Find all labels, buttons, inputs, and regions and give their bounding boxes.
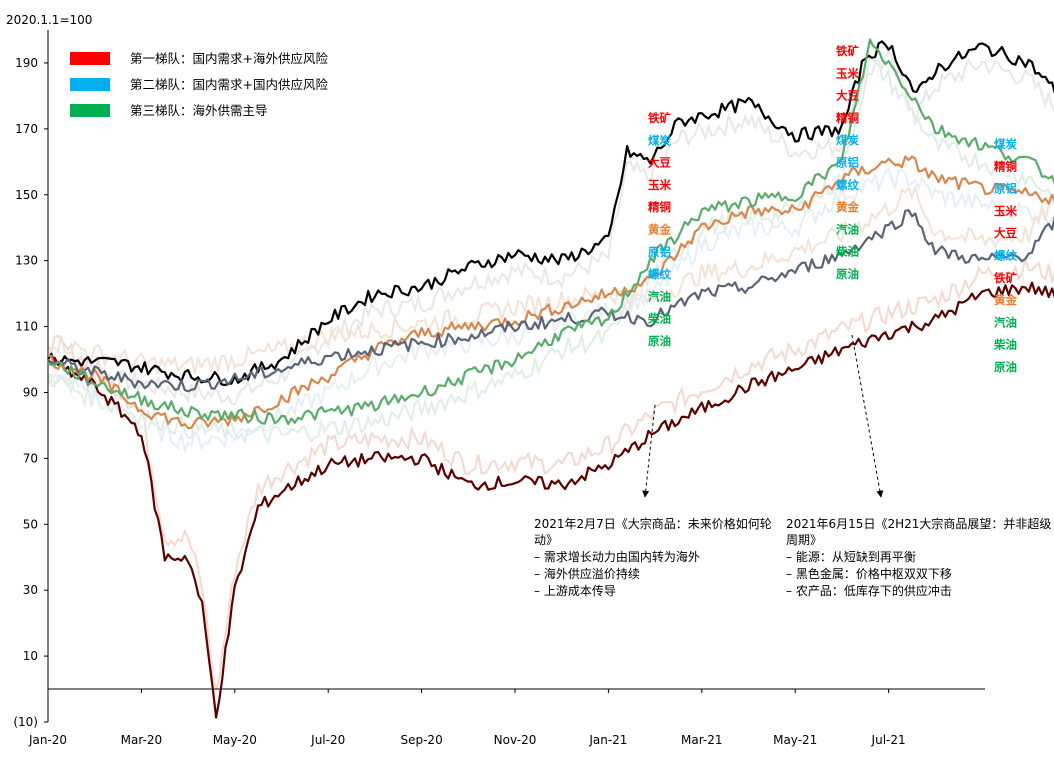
axes: (10) 10 30 50 70 90 110 130 150 170 190 Jan-20 Mar-2… (13, 30, 985, 747)
y-tick-label: 150 (15, 188, 38, 202)
series-end-label: 汽油 (648, 289, 671, 303)
note-arrow (642, 404, 656, 498)
x-tick-label: May-20 (213, 733, 257, 747)
x-tick-label: Jan-20 (28, 733, 67, 747)
series-line (47, 209, 1054, 393)
x-tick-label: Jul-20 (310, 733, 345, 747)
y-tick-label: 90 (23, 385, 38, 399)
series-end-label: 黄金 (648, 223, 671, 237)
series-end-label: 大豆 (994, 226, 1017, 240)
y-tick-label: 50 (23, 517, 38, 531)
series-end-label: 原油 (994, 360, 1017, 374)
series-end-label: 原铝 (648, 245, 671, 259)
series-line (47, 40, 1054, 387)
note-bullet: – 农产品：低库存下的供应冲击 (786, 583, 952, 598)
legend-swatch (70, 104, 110, 117)
y-tick-label: (10) (13, 715, 38, 729)
series-end-label: 汽油 (836, 222, 859, 236)
series-end-label: 玉米 (836, 66, 859, 80)
faded-series-line (47, 254, 1054, 691)
series-end-label: 螺纹 (836, 178, 859, 192)
x-tick-label: Mar-21 (681, 733, 722, 747)
series-end-label: 铁矿 (836, 44, 859, 58)
series-end-label: 原铝 (836, 156, 859, 170)
series-end-label: 玉米 (994, 204, 1017, 218)
note-bullet: – 黑色金属：价格中枢双双下移 (786, 566, 952, 581)
series-end-label: 原油 (836, 267, 859, 281)
legend-swatch (70, 78, 110, 91)
series-end-label: 铁矿 (994, 271, 1017, 285)
series-end-label: 大豆 (836, 89, 859, 103)
series-end-label: 黄金 (994, 293, 1017, 307)
series-end-label: 原铝 (994, 182, 1017, 196)
x-tick-label: Nov-20 (494, 733, 537, 747)
base-note: 2020.1.1=100 (6, 13, 92, 27)
note-arrow (851, 334, 884, 498)
series-line (47, 38, 1054, 426)
highlighted-series (47, 38, 1054, 719)
y-tick-label: 70 (23, 451, 38, 465)
series-end-label: 柴油 (993, 338, 1017, 352)
series-line (47, 281, 1054, 719)
series-end-label: 螺纹 (994, 249, 1017, 263)
note-bullet: – 海外供应溢价持续 (534, 566, 640, 581)
legend: 第一梯队：国内需求+海外供应风险第二梯队：国内需求+国内供应风险第三梯队：海外供… (70, 51, 328, 118)
faded-series-line (47, 50, 1054, 445)
series-end-label: 大豆 (648, 156, 671, 170)
series-end-label: 汽油 (994, 315, 1017, 329)
x-tick-label: Sep-20 (400, 733, 442, 747)
series-end-label: 铁矿 (648, 111, 671, 125)
series-end-label: 柴油 (647, 312, 671, 326)
series-end-label: 精铜 (994, 159, 1017, 173)
y-tick-label: 10 (23, 649, 38, 663)
series-end-label: 螺纹 (648, 267, 671, 281)
series-end-label: 精铜 (836, 111, 859, 125)
series-end-label: 柴油 (835, 245, 859, 259)
right-end-labels: 铁矿煤炭大豆玉米精铜黄金原铝螺纹汽油柴油原油铁矿玉米大豆精铜煤炭原铝螺纹黄金汽油… (647, 44, 1017, 374)
note-bullet: – 能源：从短缺到再平衡 (786, 549, 916, 564)
y-tick-label: 170 (15, 122, 38, 136)
series-line (47, 155, 1054, 430)
note-bullet: – 需求增长动力由国内转为海外 (534, 549, 700, 564)
note-bullet: – 上游成本传导 (534, 583, 616, 598)
note-title: 2021年2月7日《大宗商品：未来价格如何轮 (534, 516, 772, 531)
series-end-label: 精铜 (648, 200, 671, 214)
legend-label: 第一梯队：国内需求+海外供应风险 (130, 51, 328, 66)
y-tick-label: 190 (15, 56, 38, 70)
series-end-label: 煤炭 (648, 133, 671, 147)
note-title: 2021年6月15日《2H21大宗商品展望：并非超级 (786, 516, 1051, 531)
x-tick-label: May-21 (773, 733, 817, 747)
series-end-label: 煤炭 (836, 133, 859, 147)
series-end-label: 黄金 (836, 200, 859, 214)
note-title: 动》 (534, 533, 558, 547)
series-end-label: 煤炭 (994, 137, 1017, 151)
y-tick-label: 130 (15, 254, 38, 268)
x-tick-label: Jan-21 (588, 733, 627, 747)
x-tick-label: Jul-21 (871, 733, 906, 747)
series-end-label: 原油 (648, 334, 671, 348)
faded-series-line (47, 49, 1054, 406)
x-tick-label: Mar-20 (121, 733, 162, 747)
legend-swatch (70, 52, 110, 65)
note-title: 周期》 (786, 533, 822, 547)
legend-label: 第三梯队：海外供需主导 (130, 103, 268, 118)
y-tick-label: 110 (15, 320, 38, 334)
series-end-label: 玉米 (648, 178, 671, 192)
legend-label: 第二梯队：国内需求+国内供应风险 (130, 77, 328, 92)
y-tick-label: 30 (23, 583, 38, 597)
